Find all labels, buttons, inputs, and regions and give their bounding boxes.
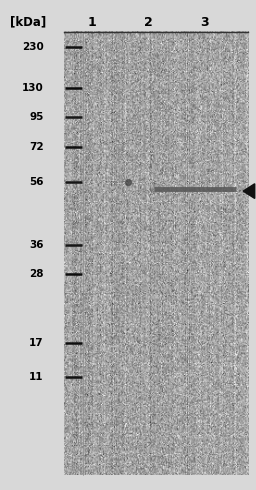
Text: 72: 72	[29, 142, 44, 152]
Text: 11: 11	[29, 372, 44, 382]
Text: [kDa]: [kDa]	[10, 16, 47, 28]
Text: 17: 17	[29, 338, 44, 348]
Text: 230: 230	[22, 42, 44, 51]
Polygon shape	[243, 184, 255, 198]
Text: 95: 95	[29, 112, 44, 122]
Text: 2: 2	[144, 16, 153, 28]
Text: 1: 1	[88, 16, 97, 28]
Text: 56: 56	[29, 177, 44, 187]
Text: 130: 130	[22, 83, 44, 93]
Text: 28: 28	[29, 270, 44, 279]
Point	[126, 178, 130, 186]
Text: 3: 3	[200, 16, 209, 28]
Text: 36: 36	[29, 240, 44, 250]
FancyBboxPatch shape	[64, 32, 248, 475]
